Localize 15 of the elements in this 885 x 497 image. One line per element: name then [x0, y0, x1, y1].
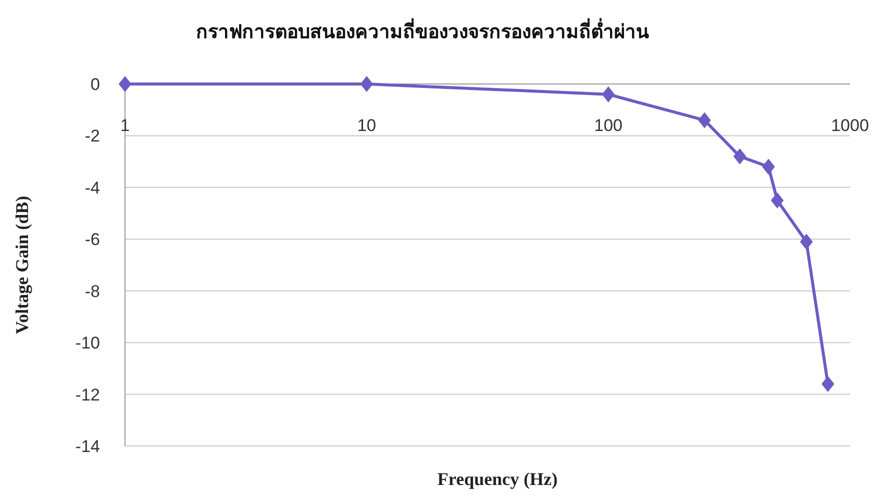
x-tick-label: 1000 — [831, 116, 869, 135]
y-tick-label: -10 — [75, 334, 100, 353]
x-tick-label: 1 — [120, 116, 130, 135]
y-axis-title: Voltage Gain (dB) — [12, 196, 32, 334]
y-tick-label: -14 — [75, 437, 100, 456]
y-tick-label: -4 — [84, 178, 100, 198]
x-axis-title: Frequency (Hz) — [437, 469, 558, 489]
y-tick-label: -2 — [84, 126, 100, 146]
y-tick-label: -8 — [84, 282, 100, 301]
y-tick-label: -12 — [75, 385, 100, 404]
y-tick-label: -6 — [84, 230, 100, 250]
x-tick-label: 10 — [357, 116, 376, 135]
chart-title: กราฟการตอบสนองความถี่ของวงจรกรองความถี่ต่ำผ่าน — [196, 18, 649, 43]
x-tick-label: 100 — [594, 116, 623, 135]
y-tick-label: 0 — [90, 75, 100, 94]
